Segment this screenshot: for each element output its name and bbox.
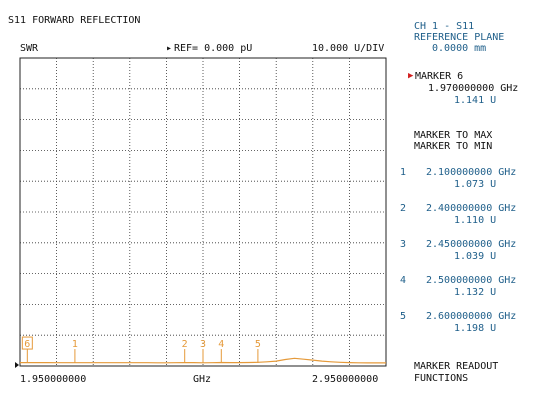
marker-to-min-button[interactable]: MARKER TO MIN	[414, 141, 493, 152]
marker-value: 1.198 U	[454, 323, 497, 334]
active-marker-value: 1.141 U	[454, 95, 497, 106]
channel-line: CH 1 - S11	[414, 21, 475, 32]
readout-line-2: FUNCTIONS	[414, 373, 469, 384]
scale-value: 10.000 U/DIV	[312, 43, 385, 54]
marker-6-label: 6	[24, 339, 30, 350]
marker-1-label: 1	[72, 339, 78, 350]
active-marker-arrow-icon: ▶	[408, 71, 414, 81]
marker-number: 3	[400, 239, 407, 250]
marker-frequency: 2.450000000 GHz	[426, 239, 517, 250]
reference-line-marker-icon	[15, 362, 19, 368]
marker-number: 2	[400, 203, 407, 214]
reference-value: REF= 0.000 pU	[174, 43, 253, 54]
chart-title: S11 FORWARD REFLECTION	[8, 15, 141, 26]
marker-value: 1.110 U	[454, 215, 497, 226]
readout-line-1: MARKER READOUT	[414, 361, 499, 372]
marker-number: 5	[400, 311, 407, 322]
reference-plane-value: 0.0000 mm	[432, 43, 487, 54]
active-marker-box	[21, 336, 33, 350]
marker-number: 4	[400, 275, 407, 286]
active-marker-frequency: 1.970000000 GHz	[428, 83, 519, 94]
marker-value: 1.073 U	[454, 179, 497, 190]
active-marker-label: MARKER 6	[415, 71, 464, 82]
grid-lines	[20, 58, 386, 366]
reference-arrow-icon: ▸	[166, 43, 173, 54]
marker-2-label: 2	[182, 339, 188, 350]
reference-plane-label: REFERENCE PLANE	[414, 32, 505, 43]
marker-value: 1.039 U	[454, 251, 497, 262]
x-axis-unit: GHz	[193, 374, 212, 385]
marker-frequency: 2.400000000 GHz	[426, 203, 517, 214]
marker-number: 1	[400, 167, 407, 178]
marker-to-max-button[interactable]: MARKER TO MAX	[414, 130, 493, 141]
format-label: SWR	[20, 43, 39, 54]
marker-frequency: 2.100000000 GHz	[426, 167, 517, 178]
marker-frequency: 2.500000000 GHz	[426, 275, 517, 286]
marker-ticks: 6 1 2 3 4 5	[21, 336, 261, 363]
marker-4-label: 4	[218, 339, 224, 350]
marker-5-label: 5	[255, 339, 261, 350]
x-stop-label: 2.950000000	[312, 374, 379, 385]
marker-value: 1.132 U	[454, 287, 497, 298]
marker-3-label: 3	[200, 339, 206, 350]
x-start-label: 1.950000000	[20, 374, 87, 385]
trace-line	[20, 357, 386, 364]
marker-frequency: 2.600000000 GHz	[426, 311, 517, 322]
